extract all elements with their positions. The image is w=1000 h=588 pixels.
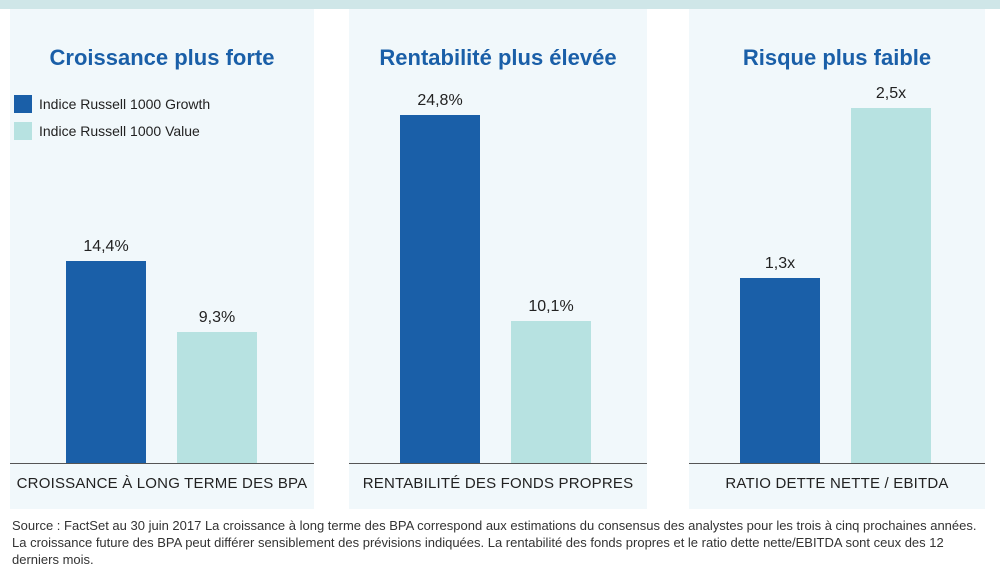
legend-label-value: Indice Russell 1000 Value <box>39 123 200 139</box>
category-label-rentabilite: RENTABILITÉ DES FONDS PROPRES <box>362 475 634 492</box>
bar-risque-growth <box>740 278 820 463</box>
bar-croissance-value <box>177 332 257 463</box>
data-label-croissance-value: 9,3% <box>198 309 236 326</box>
data-label-rentabilite-growth: 24,8% <box>417 92 463 109</box>
bar-croissance-growth <box>66 261 146 463</box>
chart-title-risque: Risque plus faible <box>742 45 932 70</box>
top-rule <box>0 0 1000 9</box>
panel-croissance <box>10 9 314 509</box>
data-label-croissance-growth: 14,4% <box>83 238 129 255</box>
panel-risque <box>689 9 985 509</box>
chart-title-rentabilite: Rentabilité plus élevée <box>379 45 617 70</box>
category-label-croissance: CROISSANCE À LONG TERME DES BPA <box>16 475 308 492</box>
source-footnote: Source : FactSet au 30 juin 2017 La croi… <box>12 518 977 567</box>
legend-label-growth: Indice Russell 1000 Growth <box>39 96 211 112</box>
legend-swatch-value <box>14 122 32 140</box>
data-label-risque-value: 2,5x <box>875 85 907 102</box>
bar-rentabilite-growth <box>400 115 480 463</box>
baseline-risque <box>689 463 985 464</box>
category-label-risque: RATIO DETTE NETTE / EBITDA <box>725 475 949 492</box>
data-label-risque-growth: 1,3x <box>764 255 796 272</box>
panel-rentabilite <box>349 9 647 509</box>
data-label-rentabilite-value: 10,1% <box>528 298 574 315</box>
legend-swatch-growth <box>14 95 32 113</box>
baseline-rentabilite <box>349 463 647 464</box>
bar-risque-value <box>851 108 931 463</box>
bar-rentabilite-value <box>511 321 591 463</box>
chart-title-croissance: Croissance plus forte <box>49 45 275 70</box>
baseline-croissance <box>10 463 314 464</box>
